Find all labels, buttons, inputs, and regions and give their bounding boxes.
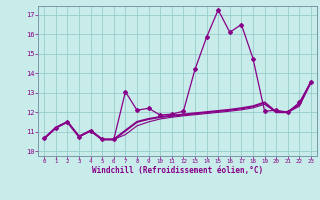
X-axis label: Windchill (Refroidissement éolien,°C): Windchill (Refroidissement éolien,°C) — [92, 166, 263, 175]
